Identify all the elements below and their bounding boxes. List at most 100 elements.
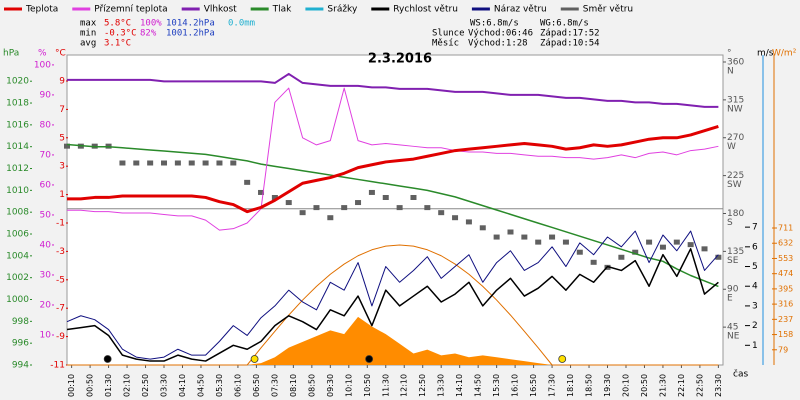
y-tick-label: 6 xyxy=(752,242,758,252)
y-tick-label: 1004 xyxy=(6,251,29,261)
x-tick-label: 20:10 xyxy=(621,374,630,397)
y-tick-label: 711 xyxy=(778,224,793,233)
axis-unit: W/m² xyxy=(772,49,797,59)
y-tick-label: 135 xyxy=(727,247,744,257)
x-axis-label: čas xyxy=(733,369,748,380)
stat-rain: 0.0mm xyxy=(228,19,255,29)
y-tick-label: -5 xyxy=(56,275,65,285)
compass-label: E xyxy=(727,294,733,304)
sun-label: Slunce xyxy=(432,29,465,39)
direction-dot xyxy=(341,205,348,211)
x-tick-label: 16:50 xyxy=(529,374,538,397)
compass-label: W xyxy=(727,142,736,152)
gust-max: WG:6.8m/s xyxy=(540,19,589,29)
chart-title: 2.3.2016 xyxy=(368,52,432,67)
y-tick-label: 5 xyxy=(752,262,758,272)
x-tick-label: 15:30 xyxy=(492,374,501,397)
direction-dot xyxy=(258,189,265,195)
y-tick-label: 553 xyxy=(778,254,793,263)
y-tick-label: 158 xyxy=(778,330,793,339)
series-line xyxy=(67,124,719,214)
legend-label: Směr větru xyxy=(583,5,633,15)
y-tick-label: 100 xyxy=(34,60,51,70)
direction-dot xyxy=(465,219,472,225)
x-tick-label: 22:10 xyxy=(677,374,686,397)
wind-max: WS:6.8m/s xyxy=(470,19,519,29)
y-tick-label: -1 xyxy=(56,218,65,228)
series-line xyxy=(67,87,719,231)
direction-dot xyxy=(119,160,126,166)
x-tick-label: 16:10 xyxy=(511,374,520,397)
y-tick-label: 1006 xyxy=(6,230,29,240)
y-tick-label: -7 xyxy=(56,304,65,314)
y-tick-label: 1018 xyxy=(6,99,29,109)
y-tick-label: -11 xyxy=(50,361,65,371)
series-line xyxy=(66,143,719,288)
stat-hum: 82% xyxy=(140,29,157,39)
direction-dot xyxy=(590,259,597,265)
x-tick-label: 03:30 xyxy=(160,374,169,397)
y-tick-label: 79 xyxy=(778,345,788,354)
x-tick-label: 18:50 xyxy=(585,374,594,397)
y-tick-label: -9 xyxy=(56,332,65,342)
y-tick-label: 180 xyxy=(727,209,744,219)
y-tick-label: 1010 xyxy=(6,186,29,196)
y-tick-label: 2 xyxy=(752,321,758,331)
stat-pres: 1001.2hPa xyxy=(166,29,215,39)
direction-dot xyxy=(313,205,320,211)
y-tick-label: 632 xyxy=(778,239,793,248)
y-tick-label: 1012 xyxy=(6,164,29,174)
direction-dot xyxy=(701,246,708,252)
compass-label: N xyxy=(727,66,734,76)
series-line xyxy=(66,248,719,362)
moon-rise-marker xyxy=(103,355,112,363)
x-tick-label: 11:30 xyxy=(381,374,390,397)
x-tick-label: 07:30 xyxy=(270,374,279,397)
x-tick-label: 08:50 xyxy=(307,374,316,397)
y-tick-label: 1016 xyxy=(6,120,29,130)
stat-pres: 1014.2hPa xyxy=(166,19,215,29)
sun-rise: Východ:06:46 xyxy=(468,29,533,39)
x-tick-label: 20:50 xyxy=(640,374,649,397)
direction-dot xyxy=(188,160,195,166)
axis-unit: ° xyxy=(727,49,732,59)
direction-dot xyxy=(549,234,556,240)
direction-dot xyxy=(382,195,389,201)
series-area xyxy=(67,316,719,365)
direction-dot xyxy=(230,160,237,166)
legend-label: Srážky xyxy=(327,5,358,15)
legend-label: Náraz větru xyxy=(494,5,547,15)
y-tick-label: 1 xyxy=(752,341,758,351)
y-tick-label: 45 xyxy=(727,323,738,333)
moon-label: Měsíc xyxy=(432,39,459,49)
axis-unit: hPa xyxy=(3,49,19,59)
direction-dot xyxy=(327,215,334,221)
y-tick-label: 80 xyxy=(40,120,52,130)
direction-dot xyxy=(687,242,694,248)
y-tick-label: 3 xyxy=(752,301,758,311)
y-tick-label: -3 xyxy=(56,247,65,257)
direction-dot xyxy=(479,225,486,231)
compass-label: S xyxy=(727,218,733,228)
legend-label: Vlhkost xyxy=(204,5,237,15)
y-tick-label: 474 xyxy=(778,269,793,278)
direction-dot xyxy=(244,179,251,185)
stat-temp: 5.8°C xyxy=(104,19,131,29)
y-tick-label: 237 xyxy=(778,315,793,324)
x-tick-label: 21:30 xyxy=(658,374,667,397)
y-tick-label: 994 xyxy=(12,361,29,371)
y-tick-label: 1002 xyxy=(6,273,29,283)
direction-dot xyxy=(161,160,168,166)
sun-set: Západ:17:52 xyxy=(540,29,600,39)
direction-dot xyxy=(410,195,417,201)
x-tick-label: 02:50 xyxy=(141,374,150,397)
y-tick-label: 20 xyxy=(40,300,52,310)
sun-rise-marker xyxy=(250,355,259,363)
y-tick-label: 10 xyxy=(40,330,52,340)
y-tick-label: 315 xyxy=(727,95,744,105)
y-tick-label: 270 xyxy=(727,133,744,143)
y-tick-label: 50 xyxy=(40,210,52,220)
compass-label: SE xyxy=(727,256,739,266)
direction-dot xyxy=(562,239,569,245)
